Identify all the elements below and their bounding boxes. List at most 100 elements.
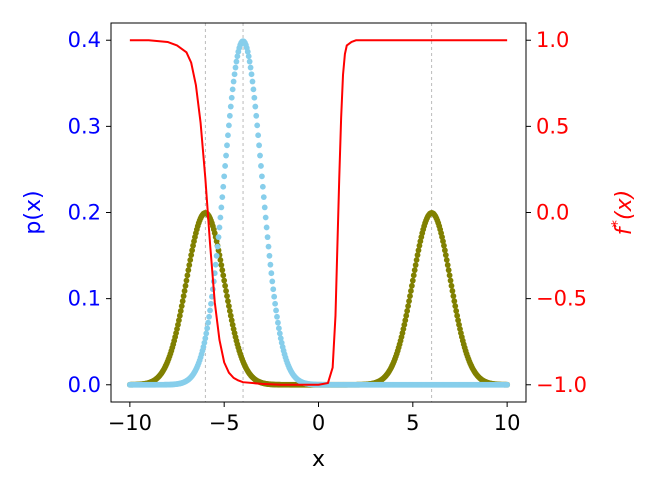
right-y-axis-ticks: −1.0 −0.5 0.0 0.5 1.0 bbox=[526, 28, 587, 397]
mixture-density-point bbox=[450, 293, 457, 299]
single-density-point bbox=[247, 64, 254, 71]
right-y-tick-label: −0.5 bbox=[536, 287, 587, 311]
mixture-density-point bbox=[176, 317, 182, 324]
left-y-tick-label: 0.0 bbox=[68, 373, 101, 397]
single-density-point bbox=[233, 58, 240, 65]
single-density-point bbox=[227, 103, 234, 110]
f-star-curve-group bbox=[129, 39, 508, 386]
mixture-density-point bbox=[453, 308, 460, 314]
mixture-density-point bbox=[409, 277, 416, 284]
mixture-density-point bbox=[404, 308, 411, 314]
right-y-tick-label: 0.5 bbox=[536, 114, 569, 138]
single-density-point bbox=[249, 78, 256, 85]
mixture-density-point bbox=[407, 293, 413, 299]
single-density-point bbox=[268, 270, 275, 277]
single-density-point bbox=[201, 339, 208, 346]
single-density-point bbox=[504, 381, 511, 388]
mixture-density-point bbox=[186, 262, 193, 268]
mixture-density-point bbox=[445, 267, 452, 274]
single-density-point bbox=[253, 112, 260, 119]
single-density-point bbox=[203, 330, 210, 337]
single-density-point bbox=[223, 152, 229, 159]
mixture-density-point bbox=[415, 247, 422, 254]
left-y-tick-label: 0.3 bbox=[68, 114, 101, 138]
single-density-point bbox=[205, 319, 212, 326]
mixture-density-point bbox=[181, 288, 188, 294]
single-density-point bbox=[218, 204, 225, 211]
single-density-point bbox=[229, 86, 236, 93]
mixture-density-point bbox=[408, 288, 414, 294]
single-density-point bbox=[250, 86, 257, 93]
single-density-point bbox=[257, 152, 263, 159]
left-y-tick-label: 0.4 bbox=[68, 28, 101, 52]
single-density-point bbox=[255, 132, 262, 139]
mixture-density-point bbox=[441, 247, 448, 254]
mixture-density-point bbox=[187, 257, 194, 263]
single-density-point bbox=[270, 286, 277, 293]
single-density-point bbox=[232, 64, 239, 71]
mixture-density-point bbox=[440, 238, 446, 245]
right-y-axis-label: f*(x) bbox=[608, 190, 637, 235]
single-density-point bbox=[206, 313, 212, 320]
mixture-density-point bbox=[227, 312, 234, 319]
single-density-point bbox=[274, 313, 280, 320]
single-density-point bbox=[263, 224, 270, 231]
mixture-density-point bbox=[451, 298, 458, 305]
mixture-density-point bbox=[222, 282, 229, 289]
single-density-point bbox=[272, 300, 279, 307]
x-tick-label: −5 bbox=[209, 411, 240, 435]
single-density-point bbox=[276, 330, 283, 337]
single-density-point bbox=[234, 53, 241, 60]
mixture-density-point bbox=[408, 282, 415, 289]
mixture-density-point bbox=[452, 303, 459, 310]
mixture-density-point bbox=[447, 277, 454, 284]
single-density-point bbox=[221, 173, 228, 180]
mixture-density-point bbox=[448, 282, 455, 289]
single-density-point bbox=[264, 234, 271, 241]
mixture-density-point bbox=[441, 242, 447, 249]
x-tick-label: 10 bbox=[494, 411, 521, 435]
mixture-density-point bbox=[225, 298, 231, 305]
mixture-density-point bbox=[179, 298, 186, 305]
single-density-point bbox=[265, 243, 272, 250]
single-density-point bbox=[246, 58, 253, 65]
mixture-density-point bbox=[405, 303, 411, 310]
single-density-point bbox=[251, 94, 258, 101]
mixture-density-point bbox=[217, 257, 224, 263]
single-density-point bbox=[202, 335, 209, 342]
mixture-density-point bbox=[442, 252, 449, 258]
mixture-density-point bbox=[411, 267, 418, 274]
single-density-point bbox=[271, 293, 278, 300]
x-axis-ticks: −10 −5 0 5 10 bbox=[108, 402, 521, 435]
mixture-density-point bbox=[416, 242, 423, 249]
mixture-density-point bbox=[414, 252, 421, 258]
single-density-point bbox=[226, 112, 233, 119]
mixture-density-point bbox=[177, 308, 184, 314]
single-density-point bbox=[215, 234, 222, 241]
mixture-density-point bbox=[219, 267, 226, 274]
mixture-density-point bbox=[406, 298, 412, 305]
mixture-density-points bbox=[126, 210, 511, 388]
left-y-tick-label: 0.2 bbox=[68, 201, 101, 225]
single-density-point bbox=[269, 278, 276, 285]
mixture-density-point bbox=[223, 288, 229, 294]
right-y-tick-label: −1.0 bbox=[536, 373, 587, 397]
mixture-density-point bbox=[402, 317, 409, 324]
single-density-point bbox=[262, 214, 269, 221]
mixture-density-point bbox=[444, 262, 451, 268]
mixture-density-point bbox=[176, 312, 183, 319]
mixture-density-point bbox=[412, 262, 419, 268]
left-y-axis-label: p(x) bbox=[21, 190, 46, 234]
single-density-point bbox=[266, 252, 273, 259]
mixture-density-point bbox=[184, 272, 191, 279]
single-density-point bbox=[204, 325, 211, 332]
mixture-density-point bbox=[454, 312, 461, 319]
mixture-density-point bbox=[182, 282, 189, 289]
mixture-density-point bbox=[226, 303, 232, 310]
single-density-point bbox=[217, 214, 224, 221]
single-density-point bbox=[220, 183, 227, 190]
x-tick-label: 0 bbox=[312, 411, 325, 435]
single-density-point bbox=[207, 307, 213, 314]
